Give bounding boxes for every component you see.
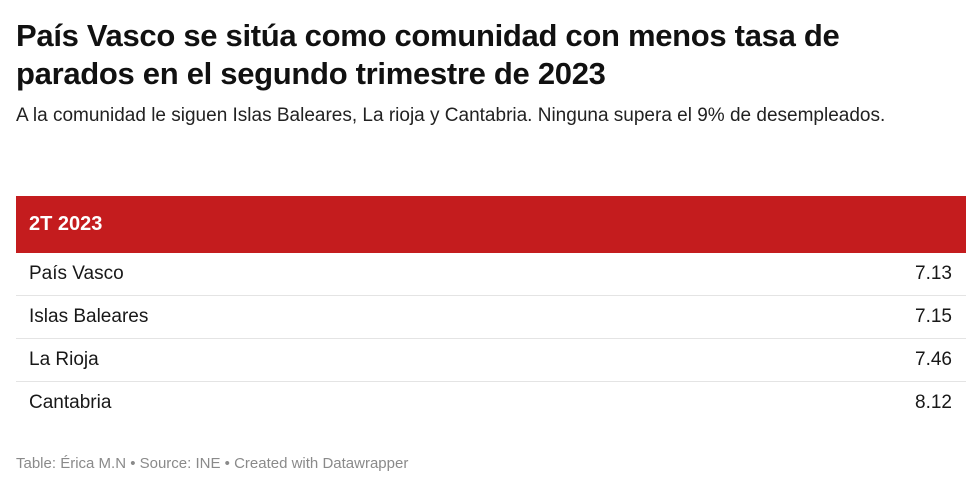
table-header: 2T 2023 [16, 196, 966, 253]
row-name: Cantabria [29, 392, 112, 413]
datawrapper-table: País Vasco se sitúa como comunidad con m… [16, 0, 966, 472]
row-value: 7.13 [915, 263, 952, 284]
data-table: 2T 2023 País Vasco 7.13 Islas Baleares 7… [16, 196, 966, 424]
page-title: País Vasco se sitúa como comunidad con m… [16, 18, 840, 91]
subtitle: A la comunidad le siguen Islas Baleares,… [16, 105, 886, 126]
row-value: 8.12 [915, 392, 952, 413]
footer-credits: Table: Érica M.N • Source: INE • Created… [16, 455, 409, 472]
row-name: País Vasco [29, 263, 124, 284]
table-row: Cantabria 8.12 [16, 382, 966, 424]
column-header: 2T 2023 [29, 213, 103, 235]
table-row: País Vasco 7.13 [16, 253, 966, 296]
row-name: Islas Baleares [29, 306, 149, 327]
table-row: La Rioja 7.46 [16, 339, 966, 382]
row-value: 7.46 [915, 349, 952, 370]
row-value: 7.15 [915, 306, 952, 327]
row-name: La Rioja [29, 349, 99, 370]
table-row: Islas Baleares 7.15 [16, 296, 966, 339]
